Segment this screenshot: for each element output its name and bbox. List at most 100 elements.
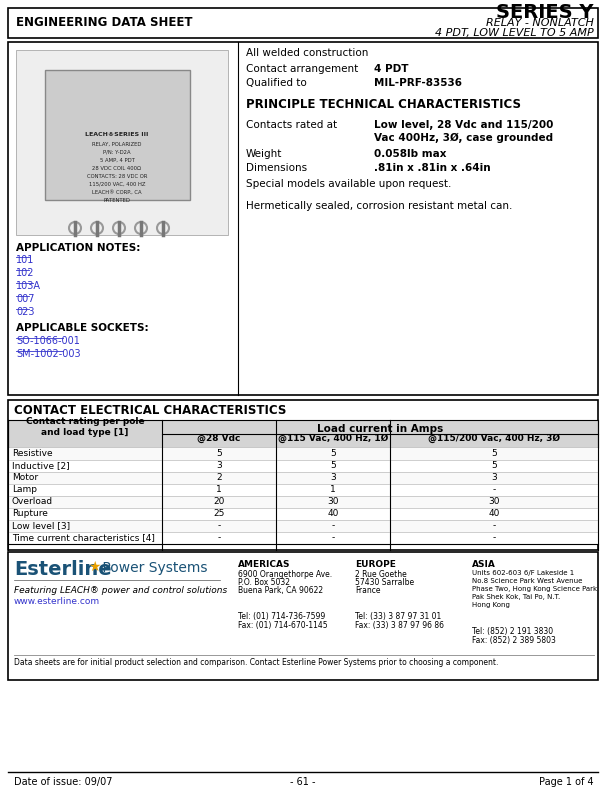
Bar (8, 400, 598, 550)
Text: France: France (355, 586, 381, 595)
Text: Dimensions: Dimensions (246, 163, 307, 173)
Text: 3: 3 (491, 474, 497, 482)
Bar (45, 70, 190, 200)
Bar (8, 448, 598, 460)
Text: Resistive: Resistive (12, 450, 53, 458)
Text: SM-1002-003: SM-1002-003 (16, 349, 81, 359)
Text: Phase Two, Hong Kong Science Park: Phase Two, Hong Kong Science Park (472, 586, 597, 592)
Text: -: - (218, 534, 221, 542)
Text: PATENTED: PATENTED (104, 198, 130, 202)
Text: 1: 1 (216, 486, 222, 494)
Text: @115 Vac, 400 Hz, 1Ø: @115 Vac, 400 Hz, 1Ø (278, 434, 388, 442)
Text: -: - (492, 486, 496, 494)
Text: - 61 -: - 61 - (290, 777, 316, 787)
Text: Tel: (852) 2 191 3830: Tel: (852) 2 191 3830 (472, 627, 553, 636)
Bar (8, 508, 598, 520)
Text: SERIES Y: SERIES Y (496, 3, 594, 22)
Text: 40: 40 (327, 510, 339, 518)
Text: 5: 5 (491, 450, 497, 458)
Text: Page 1 of 4: Page 1 of 4 (539, 777, 594, 787)
Text: AMERICAS: AMERICAS (238, 560, 290, 569)
Text: CONTACT ELECTRICAL CHARACTERISTICS: CONTACT ELECTRICAL CHARACTERISTICS (14, 404, 287, 417)
Text: 30: 30 (327, 498, 339, 506)
Text: 5 AMP, 4 PDT: 5 AMP, 4 PDT (99, 158, 135, 162)
Text: Weight: Weight (246, 149, 282, 159)
Text: 2: 2 (216, 474, 222, 482)
Text: Rupture: Rupture (12, 510, 48, 518)
Text: 25: 25 (213, 510, 225, 518)
Text: P/N: Y-D2A: P/N: Y-D2A (103, 150, 131, 154)
Text: 007: 007 (16, 294, 35, 304)
Text: Featuring LEACH® power and control solutions: Featuring LEACH® power and control solut… (14, 586, 227, 595)
Bar (8, 460, 598, 472)
Text: Time current characteristics [4]: Time current characteristics [4] (12, 534, 155, 542)
Text: 4 PDT, LOW LEVEL TO 5 AMP: 4 PDT, LOW LEVEL TO 5 AMP (435, 28, 594, 38)
Text: Lamp: Lamp (12, 486, 37, 494)
Text: 57430 Sarralbe: 57430 Sarralbe (355, 578, 414, 587)
Text: Low level [3]: Low level [3] (12, 522, 70, 530)
Text: LEACH®SERIES III: LEACH®SERIES III (85, 133, 148, 138)
Text: 1: 1 (330, 486, 336, 494)
Text: Contact arrangement: Contact arrangement (246, 64, 358, 74)
Bar (8, 520, 598, 532)
Text: 30: 30 (488, 498, 500, 506)
Text: Tel: (01) 714-736-7599: Tel: (01) 714-736-7599 (238, 612, 325, 621)
Text: Fax: (852) 2 389 5803: Fax: (852) 2 389 5803 (472, 636, 556, 645)
Text: APPLICATION NOTES:: APPLICATION NOTES: (16, 243, 141, 253)
Bar (8, 420, 598, 448)
Text: .81in x .81in x .64in: .81in x .81in x .64in (374, 163, 491, 173)
Text: RELAY - NONLATCH: RELAY - NONLATCH (486, 18, 594, 28)
Text: 40: 40 (488, 510, 500, 518)
Bar (8, 484, 598, 496)
Text: -: - (492, 522, 496, 530)
Text: Inductive [2]: Inductive [2] (12, 462, 70, 470)
Text: Fax: (33) 3 87 97 96 86: Fax: (33) 3 87 97 96 86 (355, 621, 444, 630)
Bar (8, 532, 598, 544)
Text: ASIA: ASIA (472, 560, 496, 569)
Bar (8, 552, 598, 680)
Text: 115/200 VAC, 400 HZ: 115/200 VAC, 400 HZ (88, 182, 145, 186)
Text: Load current in Amps: Load current in Amps (317, 424, 443, 434)
Text: 20: 20 (213, 498, 225, 506)
Text: -: - (331, 534, 335, 542)
Text: -: - (492, 534, 496, 542)
Text: Esterline: Esterline (14, 560, 112, 579)
Text: Data sheets are for initial product selection and comparison. Contact Esterline : Data sheets are for initial product sele… (14, 658, 498, 667)
Text: No.8 Science Park West Avenue: No.8 Science Park West Avenue (472, 578, 582, 584)
Text: www.esterline.com: www.esterline.com (14, 597, 100, 606)
Text: Fax: (01) 714-670-1145: Fax: (01) 714-670-1145 (238, 621, 328, 630)
Text: Low level, 28 Vdc and 115/200: Low level, 28 Vdc and 115/200 (374, 120, 553, 130)
Text: Special models available upon request.: Special models available upon request. (246, 179, 451, 189)
Text: Date of issue: 09/07: Date of issue: 09/07 (14, 777, 113, 787)
Text: 0.058lb max: 0.058lb max (374, 149, 447, 159)
Text: Overload: Overload (12, 498, 53, 506)
Text: All welded construction: All welded construction (246, 48, 368, 58)
Text: 023: 023 (16, 307, 35, 317)
Text: Units 602-603 6/F Lakeside 1: Units 602-603 6/F Lakeside 1 (472, 570, 574, 576)
Text: ENGINEERING DATA SHEET: ENGINEERING DATA SHEET (16, 17, 193, 30)
Text: Contact rating per pole
and load type [1]: Contact rating per pole and load type [1… (25, 418, 144, 437)
Text: CONTACTS: 28 VDC OR: CONTACTS: 28 VDC OR (87, 174, 147, 178)
Text: @115/200 Vac, 400 Hz, 3Ø: @115/200 Vac, 400 Hz, 3Ø (428, 434, 560, 442)
Text: PRINCIPLE TECHNICAL CHARACTERISTICS: PRINCIPLE TECHNICAL CHARACTERISTICS (246, 98, 521, 111)
Bar (8, 8, 598, 38)
Text: APPLICABLE SOCKETS:: APPLICABLE SOCKETS: (16, 323, 148, 333)
Text: MIL-PRF-83536: MIL-PRF-83536 (374, 78, 462, 88)
Text: 5: 5 (330, 450, 336, 458)
Text: Contacts rated at: Contacts rated at (246, 120, 337, 130)
Bar (16, 50, 228, 235)
Text: 103A: 103A (16, 281, 41, 291)
Text: P.O. Box 5032: P.O. Box 5032 (238, 578, 290, 587)
Text: 2 Rue Goethe: 2 Rue Goethe (355, 570, 407, 579)
Text: Hong Kong: Hong Kong (472, 602, 510, 608)
Text: 102: 102 (16, 268, 35, 278)
Text: 28 VDC COIL 400Ω: 28 VDC COIL 400Ω (93, 166, 141, 170)
Text: SO-1066-001: SO-1066-001 (16, 336, 80, 346)
Text: Motor: Motor (12, 474, 38, 482)
Text: 3: 3 (330, 474, 336, 482)
Text: ★: ★ (88, 560, 101, 574)
Text: 5: 5 (216, 450, 222, 458)
Text: 3: 3 (216, 462, 222, 470)
Text: 6900 Orangethorpe Ave.: 6900 Orangethorpe Ave. (238, 570, 332, 579)
Text: Power Systems: Power Systems (98, 561, 207, 575)
